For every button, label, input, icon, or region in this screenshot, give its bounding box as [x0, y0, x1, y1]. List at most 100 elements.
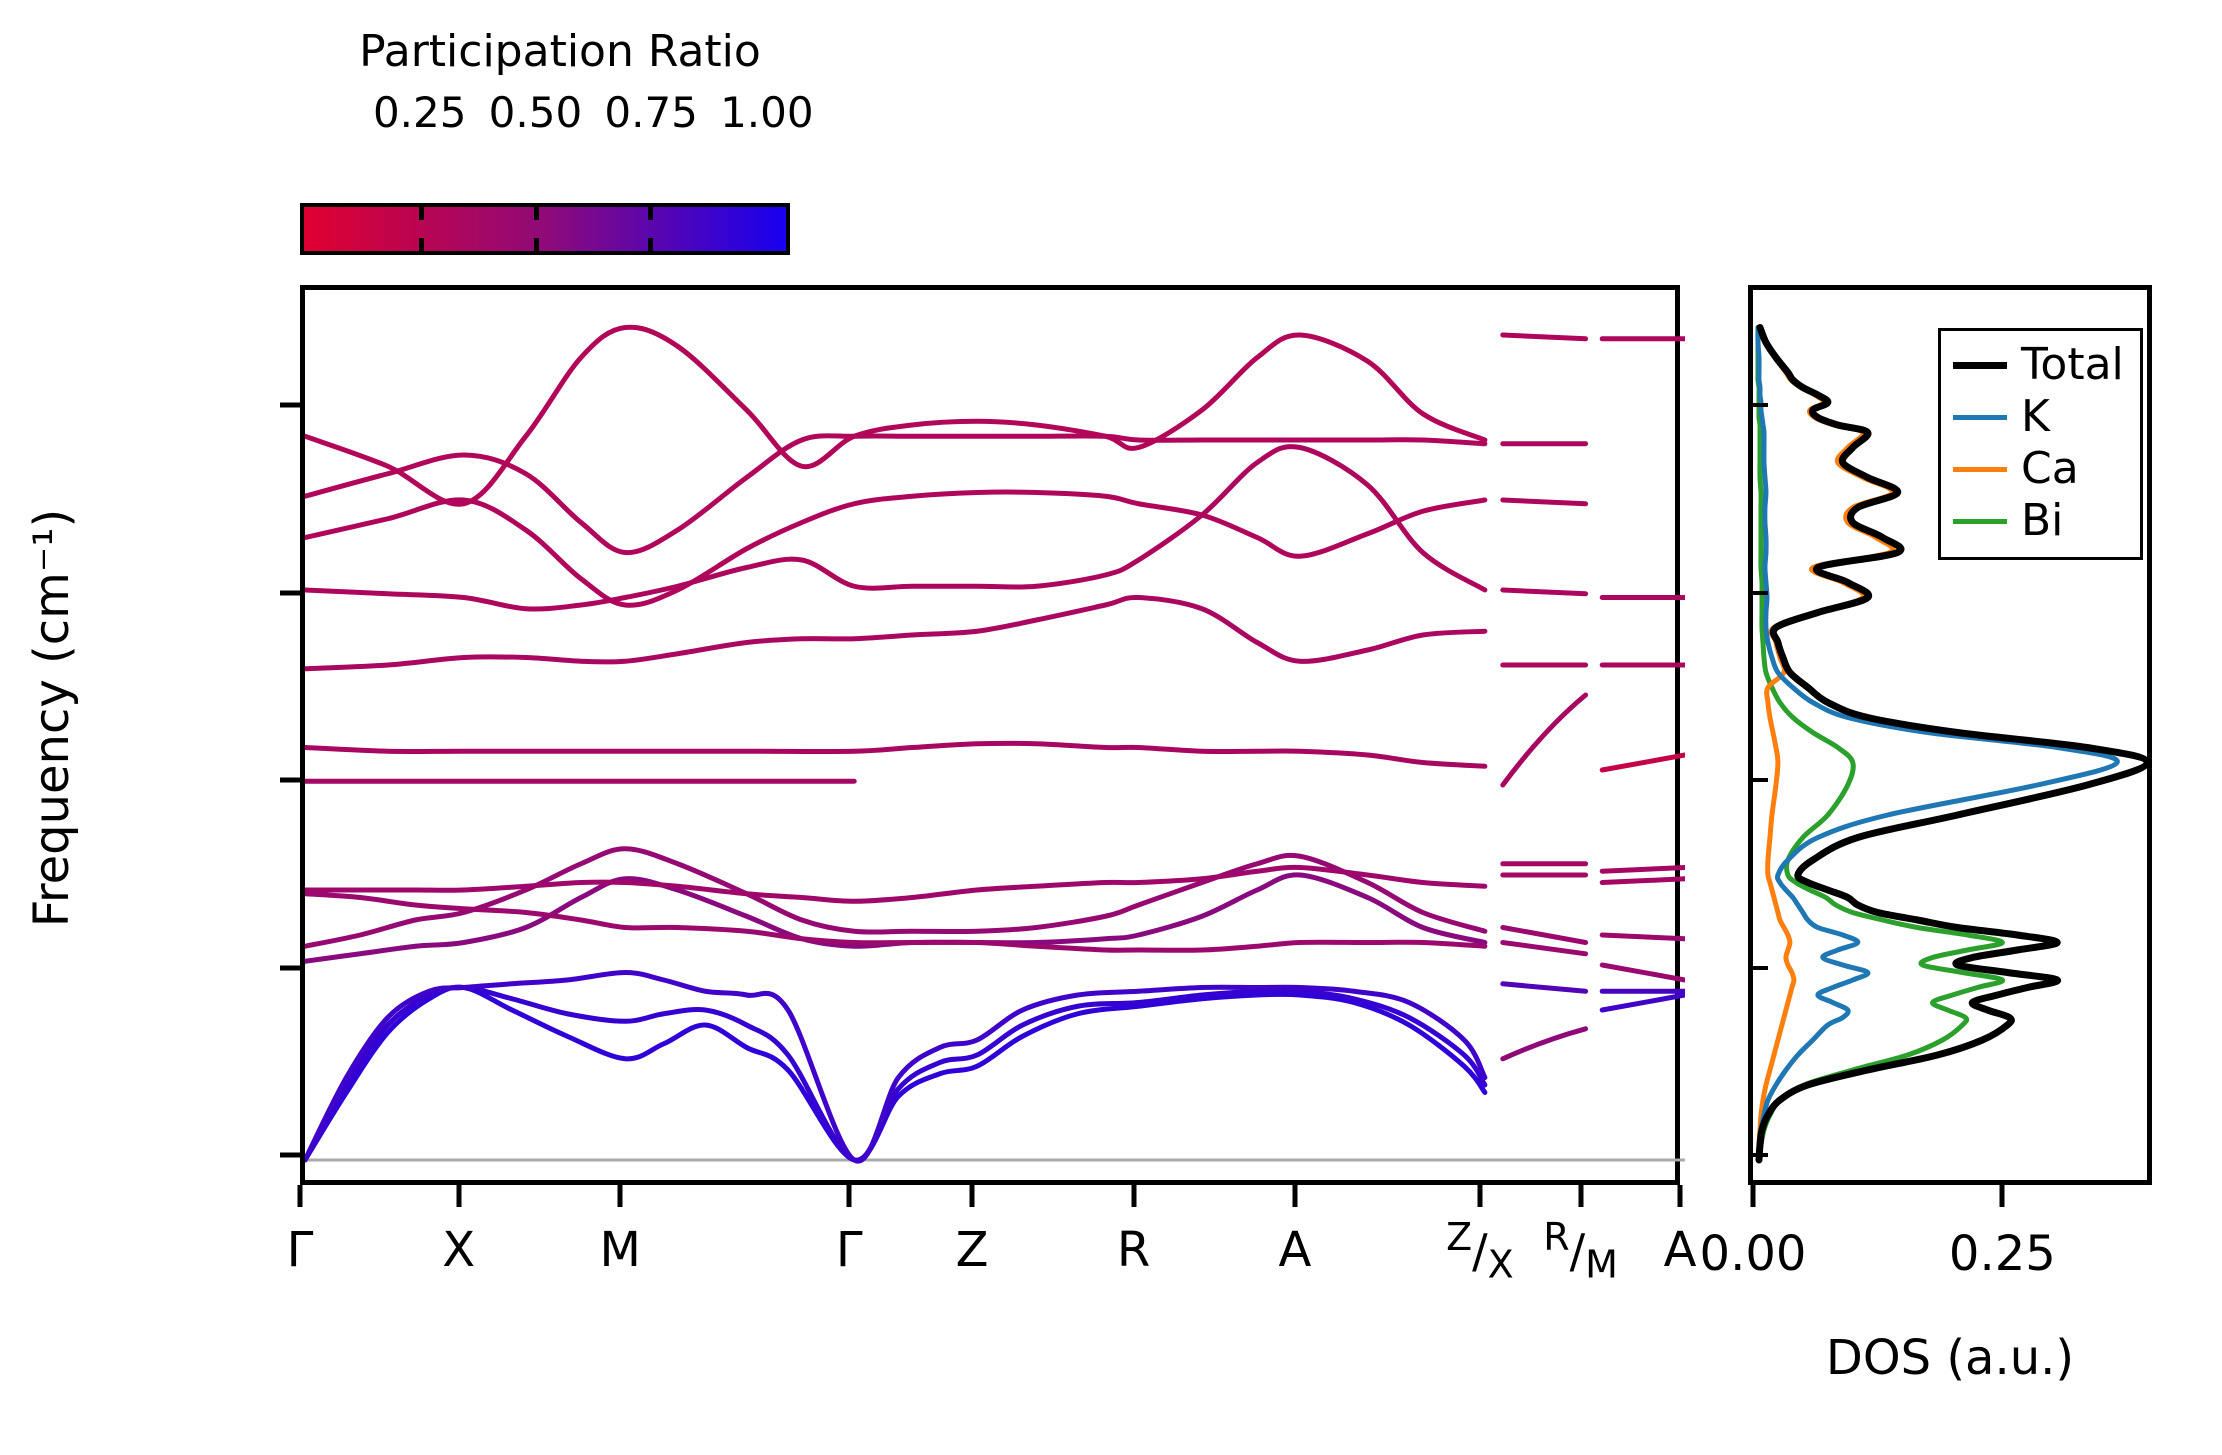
dos-plot: [1755, 324, 2151, 1164]
band-tail-segment-0: [1500, 332, 1589, 342]
band-curve: [305, 444, 1488, 612]
colorbar-tick-1: [533, 238, 539, 251]
x-tick-label-2: M: [599, 1222, 641, 1278]
dos-series-bi: [1755, 325, 2005, 1163]
colorbar-title: Participation Ratio: [359, 26, 761, 77]
legend-label-ca: Ca: [2021, 443, 2079, 494]
dos-y-tick-mark: [1748, 590, 1768, 595]
legend-entry-k: K: [1953, 391, 2124, 443]
y-tick-mark-0: [280, 1152, 302, 1158]
legend-swatch-bi-icon: [1953, 518, 2007, 524]
legend-entry-total: Total: [1953, 339, 2124, 391]
band-tail-segment-21: [1599, 992, 1685, 1013]
colorbar-tick-0: [418, 207, 424, 220]
x-tick-mark-0: [297, 1185, 303, 1207]
x-tick-mark-3: [846, 1185, 852, 1207]
y-tick-mark-100: [280, 777, 302, 783]
band-tail-segment-17: [1599, 876, 1685, 885]
legend-swatch-ca-icon: [1953, 466, 2007, 472]
y-axis-label: Frequency (cm⁻¹): [24, 508, 80, 928]
band-tail-segment-3: [1500, 587, 1589, 597]
dos-x-axis-label: DOS (a.u.): [1825, 1330, 2075, 1386]
band-3: [305, 970, 1488, 1164]
dos-legend: Total K Ca Bi: [1938, 328, 2143, 560]
dos-y-tick-mark: [1748, 1153, 1768, 1157]
x-tick-label-8: R/M: [1543, 1215, 1618, 1287]
colorbar-tick-labels: 0.25 0.50 0.75 1.00: [200, 88, 1000, 138]
colorbar-tick-1: [533, 207, 539, 220]
colorbar-tick-label-2: 0.75: [604, 88, 698, 137]
dos-x-tick-mark-0: [1750, 1185, 1756, 1207]
band-curve: [305, 489, 1488, 608]
band-tail-segment-5: [1500, 692, 1589, 788]
legend-label-total: Total: [2021, 339, 2124, 390]
x-tick-mark-4: [969, 1185, 975, 1207]
x-tick-label-5: R: [1116, 1222, 1151, 1278]
band-tail-segment-16: [1599, 865, 1685, 874]
x-tick-mark-9: [1677, 1185, 1683, 1207]
band-5: [305, 846, 1488, 949]
legend-entry-bi: Bi: [1953, 495, 2124, 547]
colorbar-tick-2: [648, 238, 654, 251]
x-tick-mark-7: [1477, 1185, 1483, 1207]
colorbar-tick-2: [648, 207, 654, 220]
band-curve: [305, 984, 1488, 1163]
band-10: [305, 594, 1488, 672]
dos-series-ca: [1756, 325, 1896, 1163]
legend-label-bi: Bi: [2021, 495, 2064, 546]
legend-entry-ca: Ca: [1953, 443, 2124, 495]
band-tail-segment-15: [1599, 752, 1685, 773]
band-11: [305, 444, 1488, 612]
dos-x-tick-label-1: 0.25: [1948, 1226, 2056, 1282]
x-tick-label-4: Z: [955, 1222, 989, 1278]
band-14: [305, 324, 1488, 507]
x-tick-label-7: Z/X: [1446, 1215, 1514, 1287]
dos-x-tick-mark-1: [1999, 1185, 2005, 1207]
band-1: [305, 984, 1488, 1163]
band-curve: [305, 740, 1488, 769]
band-tail-segment-19: [1599, 962, 1685, 983]
band-curve: [305, 594, 1488, 672]
x-tick-mark-6: [1292, 1185, 1298, 1207]
dos-y-tick-mark: [1748, 965, 1768, 970]
dos-axes-frame: [1748, 285, 2152, 1185]
band-tail-segment-9: [1500, 940, 1589, 957]
x-tick-mark-5: [1131, 1185, 1137, 1207]
band-tail-segment-8: [1500, 925, 1589, 945]
band-structure-axes-frame: [300, 285, 1685, 1185]
x-tick-mark-8: [1578, 1185, 1584, 1207]
band-curve: [305, 970, 1488, 1164]
x-tick-mark-1: [456, 1185, 462, 1207]
band-curve: [305, 433, 1488, 556]
y-tick-mark-200: [280, 402, 302, 408]
band-12: [305, 489, 1488, 608]
x-tick-label-0: Γ: [286, 1222, 314, 1278]
dos-y-tick-mark: [1748, 778, 1768, 782]
band-6: [305, 891, 1488, 953]
x-tick-mark-2: [617, 1185, 623, 1207]
legend-label-k: K: [2021, 391, 2050, 442]
dos-series-total: [1755, 324, 2151, 1164]
band-curve: [305, 846, 1488, 949]
band-curve: [305, 324, 1488, 507]
band-7: [305, 864, 1488, 904]
band-curve: [305, 891, 1488, 953]
y-tick-mark-150: [280, 590, 302, 595]
band-2: [305, 984, 1488, 1163]
colorbar-tick-label-0: 0.25: [372, 88, 467, 137]
band-tail-segment-10: [1500, 981, 1589, 994]
x-tick-label-6: A: [1278, 1222, 1312, 1278]
band-13: [305, 433, 1488, 556]
colorbar-tick-0: [418, 238, 424, 251]
y-tick-mark-50: [280, 965, 302, 970]
colorbar-tick-label-1: 0.50: [488, 88, 583, 137]
band-curve: [305, 864, 1488, 904]
dos-x-tick-label-0: 0.00: [1699, 1226, 1807, 1282]
colorbar-gradient: [304, 207, 786, 251]
x-tick-label-9: A: [1663, 1222, 1697, 1278]
dos-y-tick-mark: [1748, 403, 1768, 407]
colorbar-tick-label-3: 1.00: [720, 88, 814, 137]
band-tail-segment-18: [1599, 932, 1685, 942]
colorbar-bar: [300, 203, 790, 255]
